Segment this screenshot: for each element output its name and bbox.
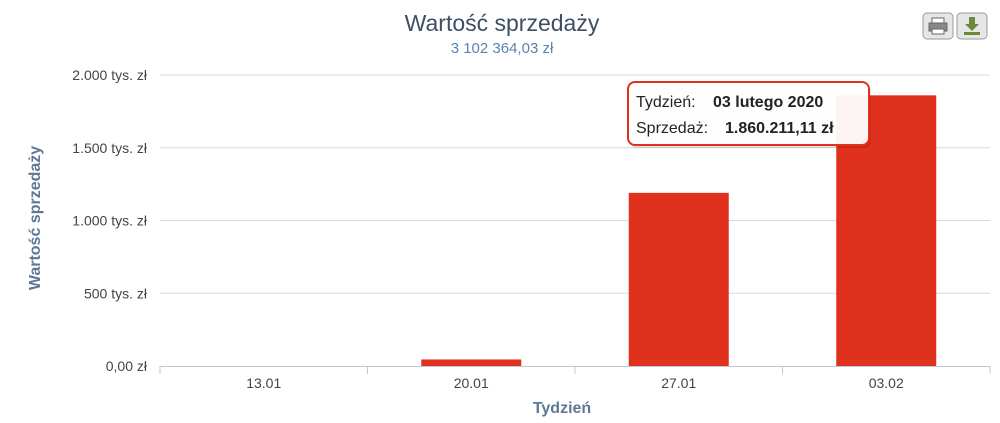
x-tick-label: 03.02 — [869, 375, 904, 391]
x-tick-label: 27.01 — [661, 375, 696, 391]
tooltip-sales-value: 1.860.211,11 zł — [725, 120, 834, 137]
print-button[interactable] — [922, 12, 954, 40]
y-tick-label: 500 tys. zł — [84, 285, 148, 301]
print-icon — [928, 17, 948, 35]
tooltip: Tydzień: 03 lutego 2020 Sprzedaż: 1.860.… — [627, 81, 871, 148]
y-tick-label: 2.000 tys. zł — [72, 67, 148, 83]
tooltip-week-label: Tydzień: — [636, 94, 696, 111]
tooltip-week-value: 03 lutego 2020 — [713, 94, 823, 111]
download-icon — [964, 17, 980, 35]
y-axis-title: Wartość sprzedaży — [27, 146, 44, 290]
chart-title: Wartość sprzedaży — [405, 10, 600, 36]
x-axis: 13.01 20.01 27.01 03.02 — [159, 366, 991, 391]
bar — [421, 359, 522, 366]
y-tick-label: 1.500 tys. zł — [72, 140, 148, 156]
chart-subtitle: 3 102 364,03 zł — [451, 40, 554, 57]
x-axis-title: Tydzień — [533, 400, 591, 417]
tooltip-sales-label: Sprzedaż: — [636, 120, 708, 137]
y-axis-ticks: 0,00 zł 500 tys. zł 1.000 tys. zł 1.500 tys… — [72, 67, 148, 374]
bar — [628, 192, 729, 366]
y-tick-label: 1.000 tys. zł — [72, 213, 148, 229]
tooltip-box — [627, 81, 870, 146]
download-button[interactable] — [956, 12, 988, 40]
x-tick-label: 13.01 — [246, 375, 281, 391]
y-tick-label: 0,00 zł — [106, 358, 148, 374]
x-tick-label: 20.01 — [454, 375, 489, 391]
bars — [421, 95, 937, 366]
